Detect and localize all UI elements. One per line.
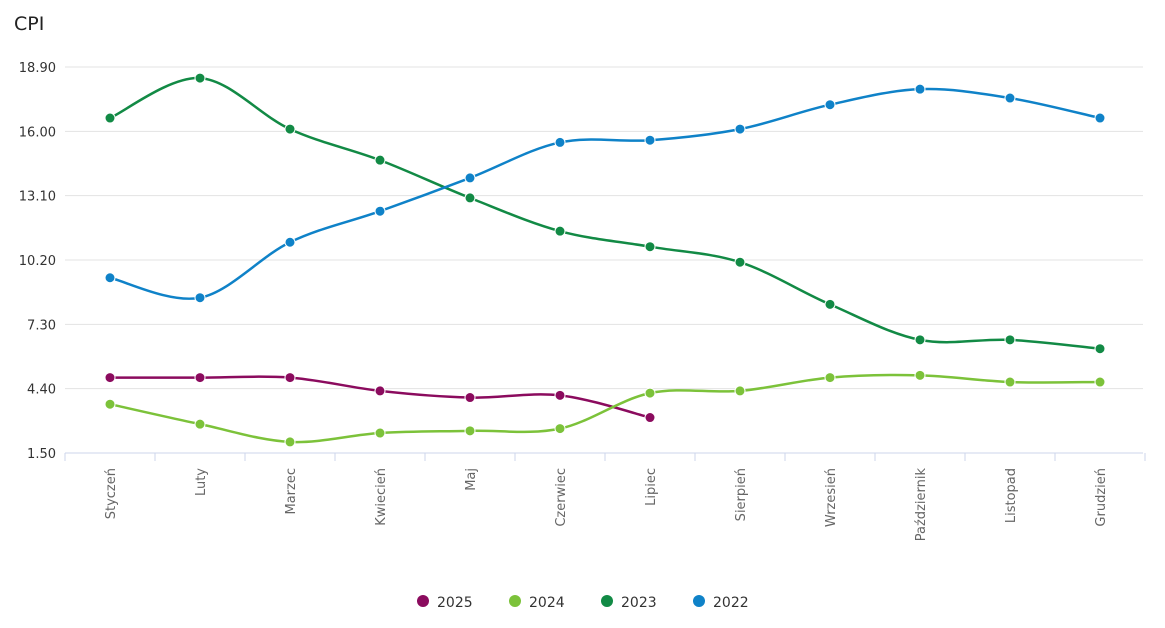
series-line [110,375,651,419]
y-tick-label: 13.10 [19,190,56,205]
data-point [644,412,656,424]
x-tick-label: Grudzień [1094,468,1109,527]
data-point [1004,334,1016,346]
y-tick-label: 18.90 [19,61,56,76]
data-point [734,123,746,135]
x-tick-label: Czerwiec [554,468,569,527]
data-point [1094,112,1106,124]
data-point [374,385,386,397]
data-point [284,236,296,248]
legend-label: 2022 [713,595,749,611]
data-point [644,241,656,253]
data-point [644,387,656,399]
y-tick-label: 16.00 [19,125,56,140]
legend-label: 2025 [437,595,473,611]
x-tick-label: Wrzesień [824,468,839,527]
data-point [374,427,386,439]
series-line [109,87,1101,300]
x-tick-label: Kwiecień [374,468,389,526]
data-point [104,272,116,284]
y-tick-label: 4.40 [27,383,56,398]
data-point [464,172,476,184]
data-point [104,112,116,124]
data-point [104,372,116,384]
data-point [194,292,206,304]
data-point [914,369,926,381]
data-point [284,123,296,135]
data-point [284,436,296,448]
data-point [734,385,746,397]
series-line [109,373,1101,444]
data-point [734,256,746,268]
legend-label: 2023 [621,595,657,611]
x-tick-label: Marzec [284,468,299,515]
x-tick-label: Listopad [1004,468,1019,523]
chart-title: CPI [14,13,44,35]
data-point [1004,376,1016,388]
x-tick-label: Sierpień [734,468,749,521]
data-point [464,392,476,404]
series-line [109,76,1101,350]
x-tick-label: Styczeń [104,468,119,519]
data-point [914,334,926,346]
data-point [1004,92,1016,104]
legend-marker [509,595,521,607]
data-point [194,418,206,430]
data-point [554,389,566,401]
data-point [824,298,836,310]
data-point [104,398,116,410]
data-point [194,372,206,384]
x-tick-label: Październik [914,468,929,542]
data-point [554,136,566,148]
legend-label: 2024 [529,595,565,611]
data-point [374,154,386,166]
data-point [194,72,206,84]
x-tick-label: Luty [194,468,209,496]
data-point [284,372,296,384]
legend-marker [417,595,429,607]
y-tick-label: 10.20 [19,254,56,269]
data-point [554,423,566,435]
y-tick-label: 7.30 [27,318,56,333]
data-point [464,425,476,437]
data-point [824,99,836,111]
x-tick-label: Maj [464,468,479,491]
data-point [374,205,386,217]
data-point [824,372,836,384]
data-point [914,83,926,95]
data-point [464,192,476,204]
x-tick-label: Lipiec [644,468,659,506]
y-tick-label: 1.50 [27,447,56,462]
legend-marker [601,595,613,607]
data-point [1094,376,1106,388]
data-point [1094,343,1106,355]
data-point [554,225,566,237]
data-point [644,134,656,146]
legend-marker [693,595,705,607]
